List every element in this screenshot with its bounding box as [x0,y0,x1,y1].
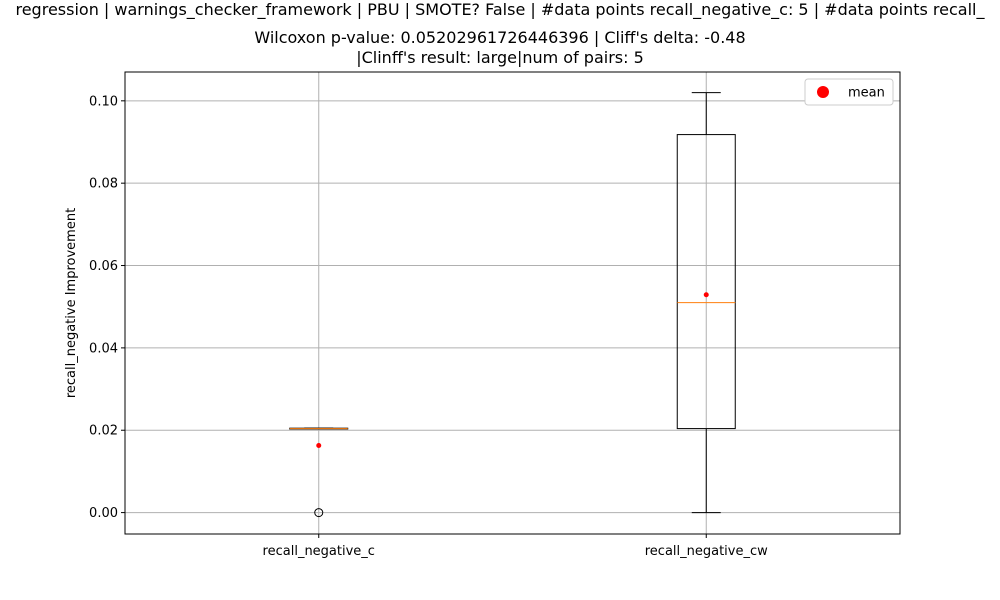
chart-title-line-2: Wilcoxon p-value: 0.05202961726446396 | … [254,28,746,47]
mean-point [316,442,322,448]
y-tick-label: 0.02 [89,424,118,439]
legend-mean-marker [817,86,829,98]
y-tick-label: 0.04 [89,341,118,356]
y-tick-label: 0.08 [89,177,118,192]
box-group [289,427,349,518]
plot-area-frame [124,71,901,535]
chart-title-line-1: regression | warnings_checker_framework … [15,0,985,19]
iqr-box [676,134,736,430]
y-axis-label: recall_negative Improvement [64,208,79,398]
mean-point [703,292,709,298]
legend: mean [804,78,894,106]
legend-box [804,78,894,106]
y-tick-label: 0.10 [89,94,118,109]
chart-title-line-3: |Clinff's result: large|num of pairs: 5 [356,48,644,67]
legend-mean-label: mean [848,86,885,101]
box-layer [289,92,736,518]
grid [125,72,900,534]
box-group [676,92,736,514]
y-tick-label: 0.06 [89,259,118,274]
y-axis-ticks: 0.00 0.02 0.04 0.06 0.08 0.10 [89,94,125,521]
x-axis-ticks: recall_negative_c recall_negative_cw [263,534,768,559]
y-tick-label: 0.00 [89,506,118,521]
outlier-point [314,508,324,518]
x-tick-label: recall_negative_cw [645,544,768,559]
x-tick-label: recall_negative_c [263,544,375,559]
